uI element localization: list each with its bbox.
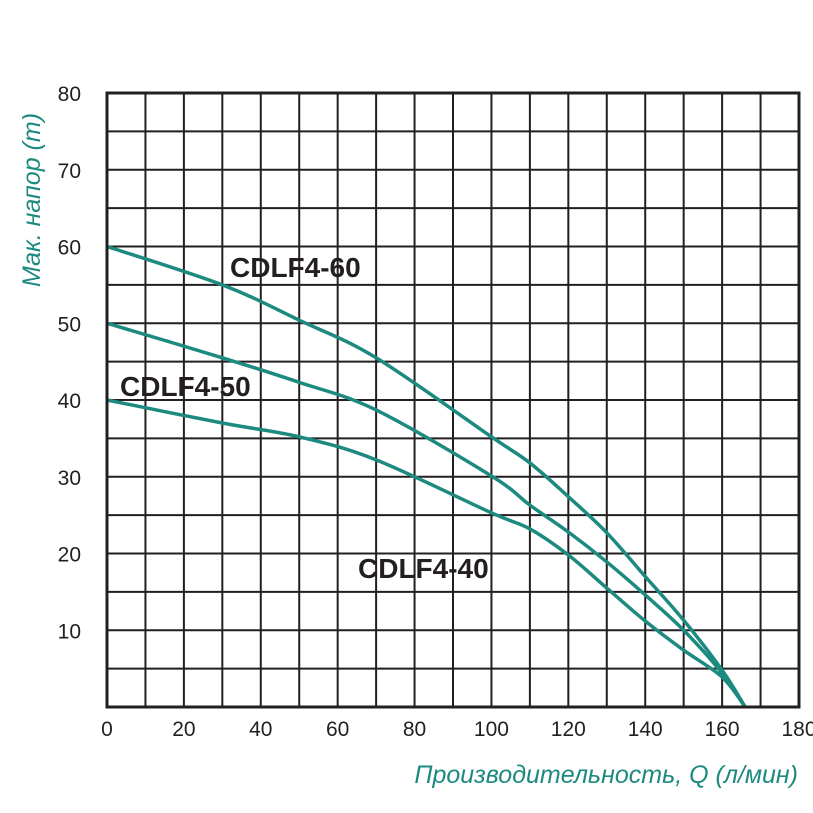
y-tick-label: 60 [58,237,81,260]
y-tick-label: 30 [58,467,81,490]
x-tick-label: 0 [101,718,113,741]
x-axis-title: Производительность, Q (л/мин) [414,761,798,789]
series-label: CDLF4-60 [230,252,361,283]
series-label: CDLF4-50 [120,371,251,402]
x-tick-label: 80 [403,718,426,741]
curves [106,244,747,709]
x-tick-label: 180 [781,718,813,741]
y-axis-title: Мак. напор (m) [18,113,46,287]
y-tick-label: 70 [58,160,81,183]
x-tick-label: 20 [172,718,195,741]
plot-frame [105,91,801,709]
x-tick-label: 120 [551,718,586,741]
series-labels: CDLF4-60 CDLF4-50 CDLF4-40 [120,252,489,584]
y-tick-labels: 10 20 30 40 50 60 70 80 [58,83,81,643]
x-tick-label: 100 [474,718,509,741]
x-tick-label: 60 [326,718,349,741]
y-tick-label: 20 [58,544,81,567]
y-tick-label: 80 [58,83,81,106]
series-line-cdlf4-50 [106,321,747,708]
series-label: CDLF4-40 [358,553,489,584]
series-line-cdlf4-60 [106,244,747,708]
x-tick-labels: 0 20 40 60 80 100 120 140 160 180 [101,718,813,741]
y-tick-label: 50 [58,313,81,336]
x-tick-label: 140 [628,718,663,741]
series-line-cdlf4-40 [106,398,747,709]
y-tick-label: 40 [58,390,81,413]
x-tick-label: 40 [249,718,272,741]
grid [106,92,800,708]
y-tick-label: 10 [58,620,81,643]
x-tick-label: 160 [705,718,740,741]
